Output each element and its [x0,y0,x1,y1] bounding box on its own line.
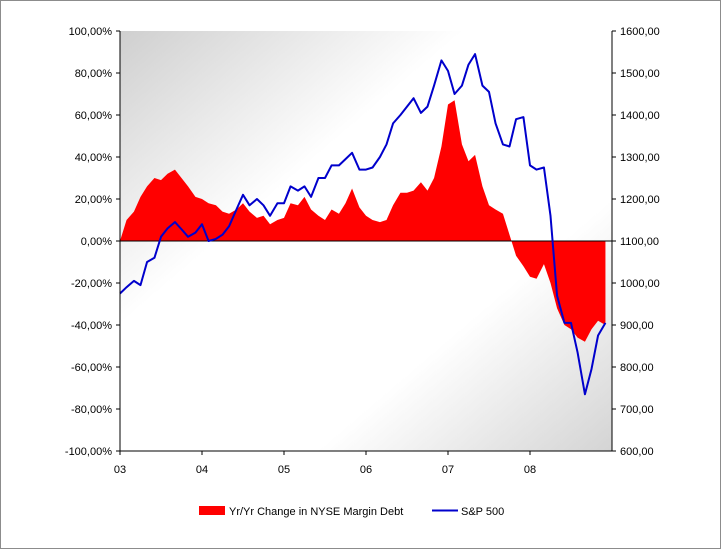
left-tick-label: 20,00% [75,194,113,206]
margin-debt-area [120,100,606,342]
margin-debt-area-layer [120,100,606,342]
x-tick-label: 07 [442,464,454,476]
left-tick-label: 0,00% [81,236,112,248]
right-tick-label: 600,00 [620,446,654,458]
right-tick-label: 900,00 [620,320,654,332]
x-tick-label: 08 [524,464,536,476]
legend-label-margin-debt: Yr/Yr Change in NYSE Margin Debt [229,506,403,518]
right-tick-label: 1100,00 [620,236,659,248]
left-tick-label: -60,00% [71,362,112,374]
right-tick-label: 1000,00 [620,278,660,290]
right-tick-label: 800,00 [620,362,654,374]
right-tick-label: 1500,00 [620,68,660,80]
left-tick-label: 100,00% [69,26,113,38]
x-tick-label: 05 [278,464,290,476]
right-tick-label: 1200,00 [620,194,660,206]
left-tick-label: 60,00% [75,110,113,122]
right-tick-label: 700,00 [620,404,654,416]
right-axis: 600,00 700,00 800,00 900,00 1000,00 1100,00 12… [611,26,660,458]
left-tick-label: 40,00% [75,152,113,164]
left-tick-label: -20,00% [71,278,112,290]
sp500-line-layer [119,53,607,396]
left-tick-label: -40,00% [71,320,112,332]
right-tick-label: 1400,00 [620,110,660,122]
sp500-line [119,53,607,396]
left-tick-label: 80,00% [75,68,113,80]
left-axis: -100,00% -80,00% -60,00% -40,00% -20,00% 0,00… [65,26,121,458]
legend-swatch-margin-debt [199,506,225,515]
x-tick-label: 03 [114,464,126,476]
left-tick-label: -80,00% [71,404,112,416]
legend: Yr/Yr Change in NYSE Margin Debt S&P 500 [199,506,504,518]
right-tick-label: 1600,00 [620,26,660,38]
x-tick-label: 04 [196,464,208,476]
x-axis: 03 04 05 06 07 08 [114,450,612,476]
x-tick-label: 06 [360,464,372,476]
left-tick-label: -100,00% [65,446,112,458]
legend-label-sp500: S&P 500 [461,506,504,518]
right-tick-label: 1300,00 [620,152,660,164]
